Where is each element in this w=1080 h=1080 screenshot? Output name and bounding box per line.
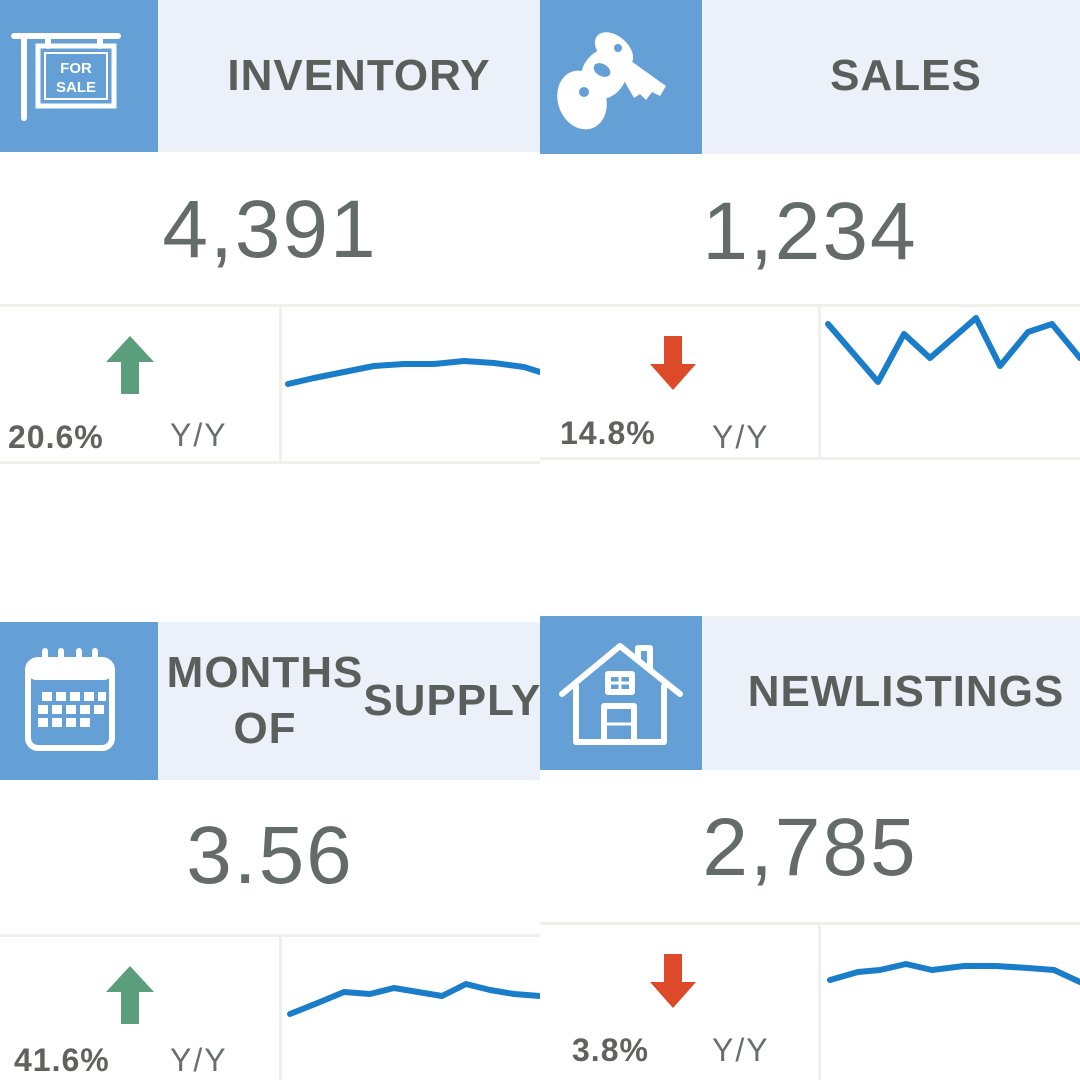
divider — [540, 304, 1080, 307]
inventory-change: 20.6% — [8, 419, 104, 455]
months-of-supply-sparkline — [287, 981, 540, 1017]
divider — [818, 307, 821, 457]
divider — [0, 934, 540, 937]
divider — [818, 925, 821, 1080]
house-icon — [540, 616, 702, 770]
new-listings-header: NEW LISTINGS — [540, 616, 1080, 770]
inventory-period: Y/Y — [170, 417, 228, 453]
for-sale-sign-icon: FOR SALE — [0, 0, 158, 152]
months-of-supply-title: MONTHS OF SUPPLY — [158, 622, 542, 780]
divider — [540, 922, 1080, 925]
months-of-supply-value: 3.56 — [186, 810, 354, 901]
inventory-sparkline — [285, 358, 540, 387]
months-of-supply-period: Y/Y — [170, 1042, 228, 1078]
sales-value: 1,234 — [702, 186, 918, 277]
sales-period: Y/Y — [712, 419, 770, 455]
new-listings-value: 2,785 — [702, 802, 918, 893]
new-listings-period: Y/Y — [712, 1032, 770, 1068]
sign-text-top: FOR — [60, 60, 92, 77]
sales-card: SALES 1,234 14.8% Y/Y — [540, 0, 1080, 470]
inventory-header: FOR SALE INVENTORY — [0, 0, 540, 152]
up-arrow-icon — [106, 966, 154, 1024]
inventory-value: 4,391 — [162, 184, 378, 275]
title-line-1: NEW — [747, 667, 854, 716]
months-of-supply-change: 41.6% — [14, 1042, 110, 1078]
new-listings-title: NEW LISTINGS — [702, 616, 1080, 768]
months-of-supply-header: MONTHS OF SUPPLY — [0, 622, 540, 780]
new-listings-card: NEW LISTINGS 2,785 3.8% Y/Y — [540, 616, 1080, 1080]
inventory-title: INVENTORY — [227, 51, 491, 100]
new-listings-sparkline — [827, 961, 1080, 985]
new-listings-change: 3.8% — [572, 1032, 649, 1068]
divider — [0, 461, 540, 464]
sales-header: SALES — [540, 0, 1080, 154]
divider — [540, 457, 1080, 460]
sales-title: SALES — [830, 51, 982, 100]
divider — [279, 307, 282, 463]
sales-change: 14.8% — [560, 415, 656, 451]
title-line-2: LISTINGS — [853, 667, 1065, 716]
divider — [0, 304, 540, 307]
sign-text-bottom: SALE — [56, 79, 96, 96]
inventory-card: FOR SALE INVENTORY 4,391 20.6% Y/Y — [0, 0, 540, 470]
calendar-icon — [0, 622, 158, 780]
title-line-2: SUPPLY — [363, 676, 542, 725]
sales-sparkline — [825, 315, 1080, 385]
up-arrow-icon — [106, 336, 154, 394]
down-arrow-icon — [650, 954, 696, 1008]
keys-icon — [540, 0, 702, 154]
months-of-supply-card: MONTHS OF SUPPLY 3.56 41.6% Y/Y — [0, 622, 540, 1080]
down-arrow-icon — [650, 336, 696, 390]
divider — [279, 937, 282, 1080]
title-line-1: MONTHS OF — [166, 648, 364, 753]
